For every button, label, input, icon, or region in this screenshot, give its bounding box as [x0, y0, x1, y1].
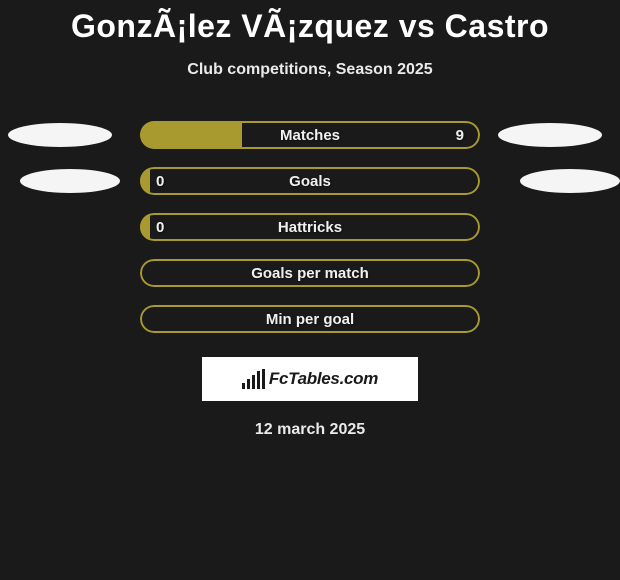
date-text: 12 march 2025 [0, 421, 620, 439]
stat-label: Min per goal [140, 305, 480, 333]
stat-row: Min per goal [0, 305, 620, 333]
stat-bar: Goals per match [140, 259, 480, 287]
subtitle: Club competitions, Season 2025 [0, 61, 620, 79]
stat-row: Goals per match [0, 259, 620, 287]
stat-bar: Matches [140, 121, 480, 149]
stat-bar: Hattricks [140, 213, 480, 241]
stats-container: 49Matches 0Goals 0Hattricks Goals per match… [0, 121, 620, 333]
flag-left-icon [20, 169, 120, 193]
stat-row: 0Hattricks [0, 213, 620, 241]
stat-row: 0Goals [0, 167, 620, 195]
stat-label: Goals [140, 167, 480, 195]
stat-label: Goals per match [140, 259, 480, 287]
stat-label: Matches [140, 121, 480, 149]
logo-chart-icon [242, 369, 265, 389]
flag-left-icon [8, 123, 112, 147]
logo-box: FcTables.com [202, 357, 418, 401]
stat-bar: Min per goal [140, 305, 480, 333]
flag-right-icon [520, 169, 620, 193]
flag-right-icon [498, 123, 602, 147]
stat-bar: Goals [140, 167, 480, 195]
stat-label: Hattricks [140, 213, 480, 241]
stat-row: 49Matches [0, 121, 620, 149]
page-title: GonzÃ¡lez VÃ¡zquez vs Castro [0, 0, 620, 45]
logo-text: FcTables.com [269, 369, 378, 389]
